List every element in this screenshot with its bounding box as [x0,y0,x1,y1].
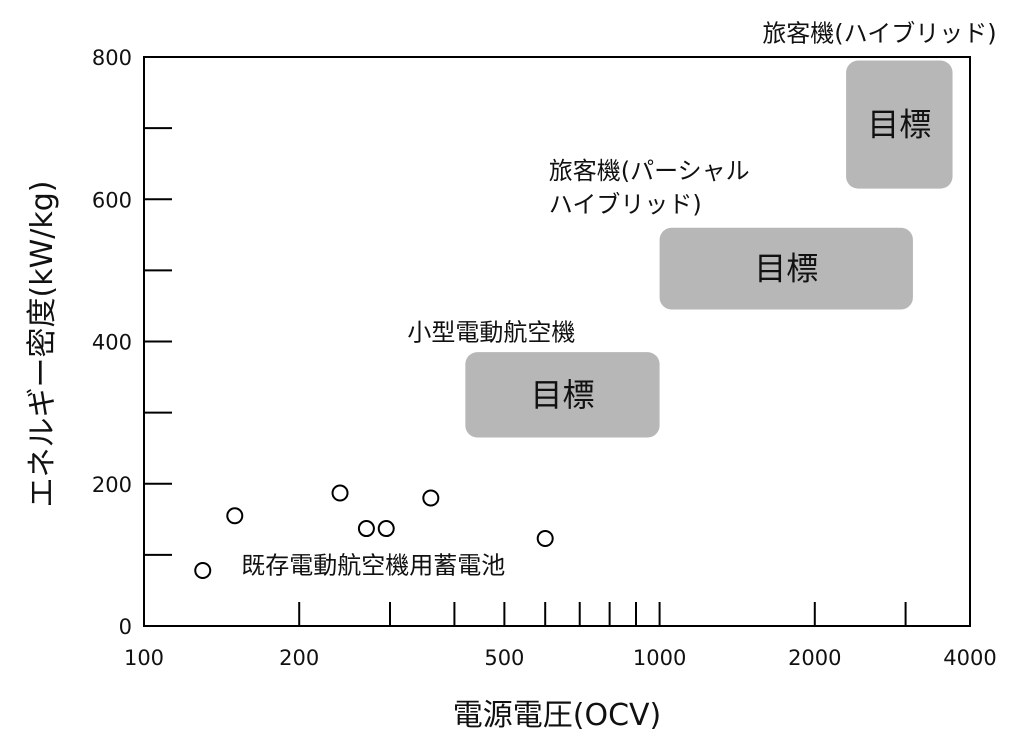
x-tick-label-0: 100 [124,646,164,670]
ticks: 100 200 500 1000 2000 4000 0 200 400 600 800 [92,46,997,670]
data-points [194,484,554,580]
data-point-0-4 [377,520,395,538]
target-region-2 [846,60,953,189]
x-tick-label-3: 1000 [633,646,686,670]
annotation-0: 既存電動航空機用蓄電池 [241,552,505,580]
data-point-0-0 [194,562,212,580]
data-point-0-3 [357,520,375,538]
x-tick-label-5: 4000 [943,646,996,670]
target-region-label-1: 目標 [754,250,818,288]
y-tick-label-4: 800 [92,46,132,70]
annotation-3: ハイブリッド) [549,190,702,218]
y-tick-label-0: 0 [119,615,132,639]
y-tick-label-1: 200 [92,473,132,497]
data-point-0-1 [226,507,244,525]
annotation-4: 旅客機(ハイブリッド) [762,20,996,48]
target-region-label-0: 目標 [530,376,594,414]
y-tick-label-2: 400 [92,331,132,355]
target-region-label-2: 目標 [867,106,931,144]
target-region-1 [659,227,913,310]
annotation-1: 小型電動航空機 [407,318,575,346]
target-region-0 [465,352,660,438]
data-point-0-6 [536,530,554,548]
x-axis-title: 電源電圧(OCV) [453,698,662,733]
data-point-0-5 [422,489,440,507]
x-tick-label-1: 200 [279,646,319,670]
x-tick-label-4: 2000 [788,646,841,670]
y-tick-label-3: 600 [92,188,132,212]
data-point-0-2 [331,484,349,502]
y-axis-title: エネルギー密度(kW/kg) [25,181,60,508]
x-tick-label-2: 500 [484,646,524,670]
annotation-2: 旅客機(パーシャル [549,157,750,185]
